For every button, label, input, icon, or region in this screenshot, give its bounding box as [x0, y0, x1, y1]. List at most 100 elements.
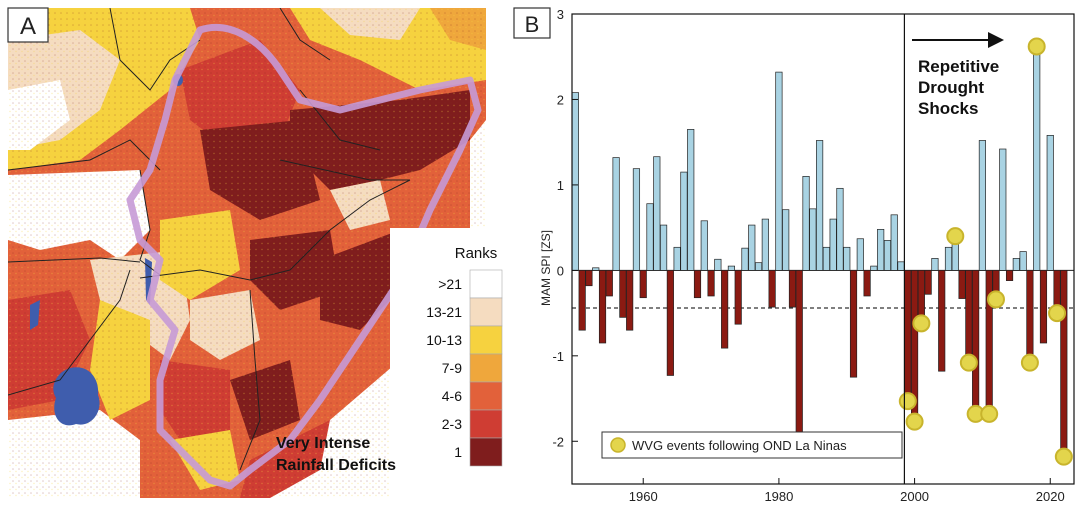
bar-1959 — [632, 168, 641, 271]
bar-1957 — [619, 270, 627, 318]
bar-1997 — [890, 214, 898, 271]
bar-1953 — [592, 267, 600, 271]
markers — [898, 37, 1073, 466]
panel-label-box — [7, 7, 49, 43]
legend-swatch — [469, 269, 503, 299]
bar-2013 — [999, 148, 1007, 271]
y-tick-label: 3 — [557, 7, 564, 22]
wvg-marker-2021 — [1048, 304, 1067, 323]
bar-1962 — [653, 156, 661, 271]
bar-1960 — [639, 270, 647, 299]
legend-title: Ranks — [455, 245, 498, 262]
bar-1980 — [775, 71, 783, 271]
bar-1961 — [646, 203, 654, 271]
legend-swatch — [469, 297, 503, 327]
bar-1988 — [829, 218, 837, 271]
x-tick-label: 1980 — [764, 489, 793, 504]
chart-legend: WVG events following OND La Ninas — [601, 431, 903, 459]
y-tick-label: -1 — [552, 349, 564, 364]
bar-1974 — [734, 270, 742, 325]
x-tick-label: 2020 — [1036, 489, 1065, 504]
panel-label-a: A — [20, 13, 36, 40]
bar-1999 — [904, 270, 912, 402]
lake-victoria — [53, 367, 100, 426]
bar-1993 — [863, 270, 871, 297]
bar-1975 — [741, 247, 749, 271]
bar-1981 — [782, 209, 790, 271]
bar-1989 — [836, 187, 844, 271]
y-axis-label: MAM SPI [ZS] — [539, 230, 553, 306]
bar-1978 — [761, 218, 769, 271]
bar-1998 — [897, 261, 905, 271]
wvg-marker-1999 — [898, 392, 917, 411]
legend-swatch — [469, 325, 503, 355]
bar-1967 — [687, 129, 695, 271]
drought-shocks-annotation: Repetitive Drought Shocks — [912, 32, 1004, 118]
bar-2014 — [1005, 270, 1014, 281]
annotation-drought: Drought — [918, 78, 984, 97]
bar-1996 — [883, 240, 892, 271]
legend-label: 1 — [454, 444, 462, 460]
bar-2017 — [1026, 270, 1034, 364]
bar-1969 — [700, 220, 708, 271]
bar-1958 — [626, 270, 634, 331]
wvg-marker-2008 — [959, 353, 978, 372]
bar-2022 — [1060, 270, 1068, 458]
bar-1973 — [727, 265, 735, 271]
bar-1985 — [809, 208, 817, 271]
axes: -2 -1 0 1 2 3 1960 1980 2000 2020 — [552, 7, 1075, 504]
bar-2010 — [978, 140, 986, 271]
bar-1990 — [843, 246, 851, 271]
legend-label: WVG events following OND La Ninas — [632, 438, 847, 453]
x-tick-label: 1960 — [629, 489, 658, 504]
y-tick-label: 2 — [557, 92, 564, 107]
legend-swatch — [469, 381, 503, 411]
bar-1979 — [768, 270, 776, 308]
legend-label: 4-6 — [442, 388, 462, 404]
annotation-line-1: Very Intense — [276, 435, 370, 452]
legend-marker-icon — [610, 437, 626, 453]
bar-2018 — [1033, 46, 1041, 271]
bar-2007 — [958, 270, 966, 299]
bar-1956 — [612, 157, 620, 271]
wvg-marker-2000 — [905, 412, 924, 431]
bar-1986 — [816, 140, 824, 271]
bar-1963 — [660, 224, 668, 271]
bar-1955 — [605, 270, 613, 297]
plot-frame — [571, 13, 1075, 485]
bar-2015 — [1012, 258, 1020, 271]
bar-1972 — [721, 270, 729, 349]
bar-1991 — [849, 270, 858, 378]
y-tick-label: 1 — [557, 178, 564, 193]
wvg-marker-2012 — [986, 290, 1005, 309]
legend-swatch — [469, 409, 503, 439]
bar-1952 — [585, 270, 593, 287]
x-tick-label: 2000 — [900, 489, 929, 504]
bar-1951 — [578, 270, 586, 331]
legend-box — [601, 431, 903, 459]
wvg-marker-2011 — [980, 404, 999, 423]
legend-label: 10-13 — [426, 332, 462, 348]
bar-2002 — [924, 270, 932, 295]
legend-swatch — [469, 353, 503, 383]
y-tick-label: -2 — [552, 434, 564, 449]
bar-1966 — [680, 171, 688, 271]
wvg-marker-2022 — [1054, 447, 1073, 466]
wvg-marker-2017 — [1020, 353, 1039, 372]
panel-label-box — [513, 7, 551, 39]
bar-1982 — [788, 270, 797, 308]
legend-label: >21 — [438, 276, 462, 292]
bar-1976 — [748, 224, 756, 271]
legend-label: 13-21 — [426, 304, 462, 320]
legend-label: 2-3 — [442, 416, 462, 432]
bar-2008 — [965, 270, 973, 364]
annotation-shocks: Shocks — [918, 99, 978, 118]
bar-1984 — [802, 176, 810, 271]
wvg-marker-2018 — [1027, 37, 1046, 56]
bar-2009 — [972, 270, 980, 415]
bar-1954 — [598, 270, 607, 344]
annotation-repetitive: Repetitive — [918, 57, 999, 76]
lake-kivu — [30, 300, 40, 330]
bar-1968 — [693, 270, 702, 299]
